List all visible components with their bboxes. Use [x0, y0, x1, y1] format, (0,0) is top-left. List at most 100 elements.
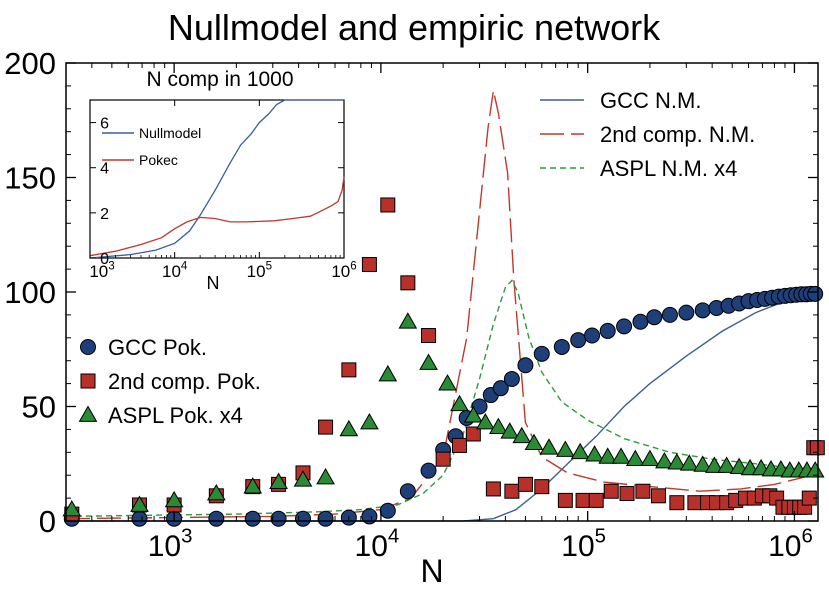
- data-point-aspl_pok: [339, 419, 359, 437]
- inset-frame: [89, 99, 345, 259]
- inset-x-tick-label: 103: [89, 260, 114, 281]
- inset-x-tick-label: 104: [162, 260, 188, 281]
- inset-y-tick-label: 4: [100, 161, 109, 178]
- data-point-aspl_pok: [293, 470, 313, 487]
- data-point-second_pok: [650, 488, 666, 504]
- data-point-second_pok: [557, 492, 573, 508]
- legend-label-second_nm: 2nd comp. N.M.: [600, 122, 755, 147]
- data-point-second_pok: [603, 483, 619, 499]
- data-point-gcc_pok: [471, 398, 488, 415]
- data-point-gcc_pok: [244, 510, 261, 527]
- x-axis-label: N: [420, 553, 443, 589]
- data-point-aspl_pok: [378, 364, 398, 382]
- data-point-gcc_pok: [131, 510, 148, 527]
- data-point-gcc_pok: [399, 483, 416, 500]
- series-line-aspl_nm: [65, 279, 819, 518]
- data-point-aspl_pok: [316, 467, 335, 485]
- data-point-second_pok: [534, 479, 550, 495]
- data-point-aspl_pok: [269, 472, 288, 489]
- data-point-second_pok: [669, 495, 685, 511]
- data-point-gcc_pok: [517, 357, 534, 374]
- data-point-aspl_pok: [512, 426, 532, 444]
- data-point-gcc_pok: [584, 327, 601, 344]
- data-point-aspl_pok: [450, 394, 469, 412]
- data-point-aspl_pok: [539, 438, 559, 455]
- data-point-aspl_pok: [611, 447, 631, 464]
- data-point-aspl_pok: [805, 461, 825, 478]
- inset-legend-label: Nullmodel: [139, 125, 201, 141]
- inset-series-line: [89, 99, 344, 259]
- inset-y-tick-label: 6: [100, 116, 109, 133]
- data-point-aspl_pok: [243, 477, 263, 494]
- data-point-aspl_pok: [570, 442, 590, 460]
- data-point-aspl_pok: [729, 457, 749, 475]
- data-point-aspl_pok: [705, 456, 724, 473]
- data-point-gcc_pok: [616, 318, 633, 335]
- data-point-aspl_pok: [463, 406, 483, 423]
- data-point-gcc_pok: [807, 285, 824, 302]
- data-point-gcc_pok: [270, 510, 287, 527]
- data-point-second_pok: [687, 495, 703, 511]
- legend-label-aspl_pok: ASPL Pok. x4: [108, 403, 243, 428]
- data-point-gcc_pok: [599, 322, 616, 339]
- legend-label-gcc_nm: GCC N.M.: [600, 88, 701, 113]
- data-point-gcc_pok: [208, 510, 225, 527]
- data-point-aspl_pok: [598, 447, 618, 464]
- chart-title: Nullmodel and empiric network: [168, 7, 661, 48]
- data-point-aspl_pok: [625, 449, 645, 467]
- data-point-aspl_pok: [717, 456, 736, 473]
- data-point-aspl_pok: [640, 449, 660, 467]
- data-point-second_pok: [635, 483, 651, 499]
- legend-label-aspl_nm: ASPL N.M. x4: [600, 156, 737, 181]
- inset-series-line: [89, 176, 345, 257]
- data-point-gcc_pok: [503, 371, 520, 388]
- legend-marker-second_pok: [80, 373, 96, 389]
- data-point-aspl_pok: [206, 484, 226, 501]
- data-point-gcc_pok: [533, 345, 550, 362]
- data-point-gcc_pok: [678, 304, 695, 321]
- data-point-gcc_pok: [553, 338, 570, 355]
- data-point-second_pok: [400, 275, 416, 291]
- data-point-second_pok: [619, 486, 635, 502]
- data-point-aspl_pok: [475, 413, 495, 430]
- legend-marker-gcc_pok: [80, 339, 96, 355]
- data-point-aspl_pok: [489, 417, 508, 434]
- data-point-second_pok: [517, 476, 533, 492]
- y-tick-label: 0: [39, 504, 56, 539]
- data-point-gcc_pok: [420, 462, 437, 479]
- data-point-aspl_pok: [585, 445, 604, 462]
- inset-x-tick-label: 105: [247, 260, 272, 281]
- data-point-second_pok: [504, 483, 520, 499]
- data-point-gcc_pok: [694, 302, 711, 319]
- data-point-aspl_pok: [655, 451, 674, 469]
- inset-legend-label: Pokec: [139, 152, 178, 168]
- legend-label-second_pok: 2nd comp. Pok.: [108, 369, 261, 394]
- data-point-second_pok: [318, 419, 334, 435]
- y-tick-label: 100: [4, 275, 56, 310]
- x-tick-label: 103: [148, 526, 193, 564]
- x-tick-label: 104: [355, 526, 400, 564]
- data-point-gcc_pok: [661, 306, 678, 323]
- data-point-aspl_pok: [130, 495, 149, 512]
- data-point-gcc_pok: [632, 313, 649, 330]
- data-point-second_pok: [575, 492, 591, 508]
- series-line-second_nm: [65, 90, 819, 520]
- inset-x-axis-label: N: [207, 273, 220, 293]
- data-point-aspl_pok: [438, 374, 457, 391]
- data-point-gcc_pok: [492, 380, 509, 397]
- data-point-second_pok: [435, 451, 451, 467]
- data-point-second_pok: [421, 328, 437, 344]
- x-tick-label: 106: [768, 526, 813, 564]
- data-point-aspl_pok: [62, 500, 82, 517]
- data-point-gcc_pok: [646, 309, 663, 326]
- inset-y-tick-label: 2: [100, 206, 109, 223]
- inset-x-tick-label: 106: [331, 260, 356, 281]
- data-point-gcc_pok: [361, 508, 378, 525]
- x-tick-label: 105: [561, 526, 606, 564]
- data-point-aspl_pok: [419, 353, 438, 370]
- data-point-second_pok: [452, 437, 468, 453]
- data-point-aspl_pok: [360, 413, 379, 430]
- y-tick-label: 150: [4, 161, 56, 196]
- data-point-second_pok: [361, 257, 377, 273]
